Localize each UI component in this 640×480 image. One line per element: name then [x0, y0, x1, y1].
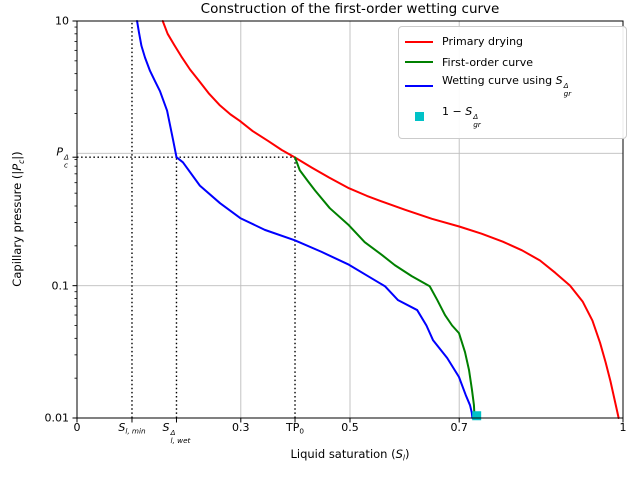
legend-line-sample [405, 40, 433, 43]
legend-item: First-order curve [405, 51, 533, 73]
chart-title: Construction of the first-order wetting … [200, 1, 500, 17]
legend-item: Primary drying [405, 31, 523, 53]
curve-primary-drying [161, 20, 620, 419]
y-tick-label: 0.01 [44, 411, 70, 425]
legend-item-label: Primary drying [442, 35, 524, 48]
legend: Primary drying First-order curve Wetting c… [398, 26, 627, 139]
x-tick-label: Sl, min [118, 421, 146, 436]
x-tick-label: 0.5 [341, 421, 359, 434]
legend-line-sample [405, 84, 433, 87]
x-axis-label: Liquid saturation (Sl) [290, 447, 410, 463]
x-tick-label: 1 [619, 421, 627, 434]
x-tick-label: TP0 [286, 421, 305, 436]
legend-square-sample [405, 112, 433, 121]
y-axis-label: Capillary pressure (|Pc|) [10, 151, 26, 287]
x-tick-label: 0.3 [232, 421, 250, 434]
legend-line-sample [405, 61, 433, 63]
x-tick-label: 0 [73, 421, 81, 434]
y-tick-label: 10 [55, 14, 69, 28]
curve-first-order-curve [294, 156, 476, 419]
x-tick-label: 0.7 [450, 421, 468, 434]
y-tick-label: 0.1 [51, 279, 70, 293]
marker-one-minus-sgr [472, 411, 482, 421]
legend-item-label: First-order curve [442, 55, 533, 69]
curve-wetting-curve-using-s-gr [136, 20, 474, 419]
